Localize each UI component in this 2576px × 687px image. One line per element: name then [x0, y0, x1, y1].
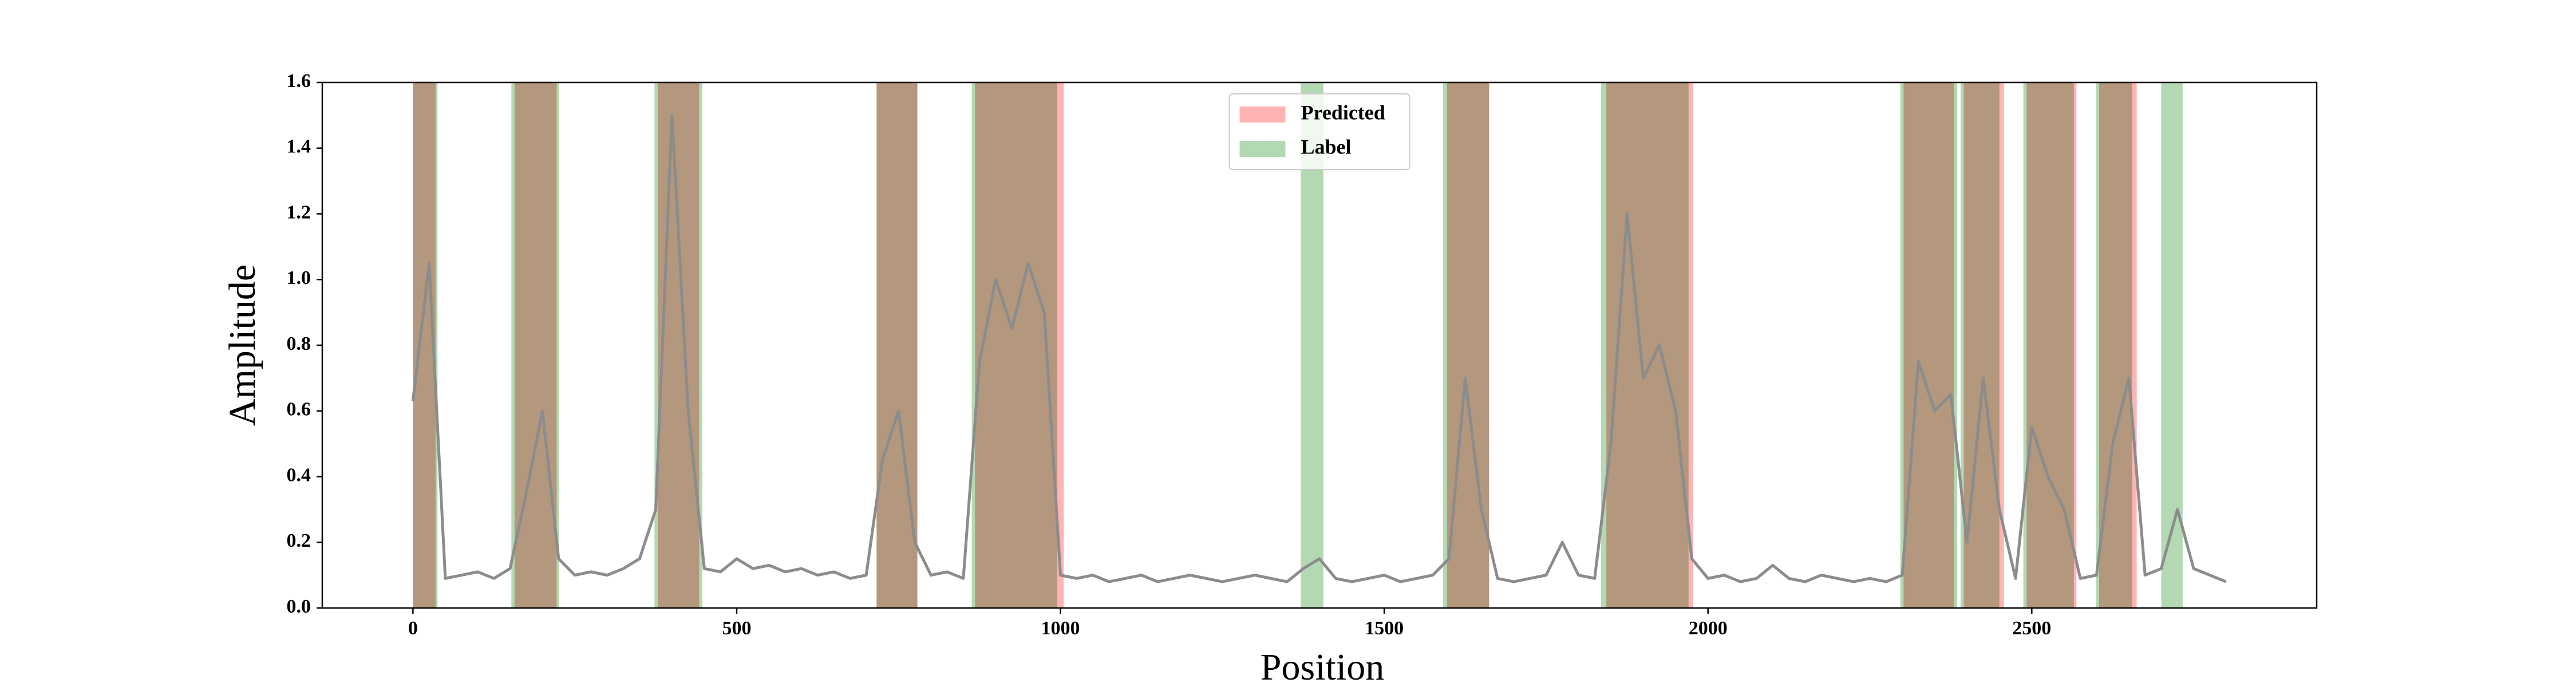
- y-tick-label: 0.0: [287, 596, 311, 617]
- y-tick-label: 1.2: [287, 202, 311, 223]
- x-tick-label: 0: [408, 618, 418, 639]
- legend-swatch: [1239, 106, 1286, 123]
- x-tick-label: 2500: [2012, 618, 2051, 639]
- legend-label: Label: [1301, 135, 1352, 158]
- signal-line: [411, 113, 2227, 583]
- x-tick-label: 1500: [1365, 618, 1404, 639]
- x-tick-label: 2000: [1689, 618, 1728, 639]
- y-tick-label: 0.6: [287, 399, 311, 420]
- span: [1443, 82, 1490, 608]
- y-tick-label: 0.8: [287, 333, 311, 354]
- y-tick-label: 0.4: [287, 464, 311, 485]
- span: [971, 82, 1057, 608]
- span: [1960, 82, 2000, 608]
- x-tick-label: 1000: [1041, 618, 1080, 639]
- spans: [413, 82, 2183, 608]
- span: [1900, 82, 1958, 608]
- span: [876, 82, 918, 608]
- legend-swatch: [1239, 141, 1286, 157]
- y-tick-label: 1.0: [287, 267, 311, 289]
- span: [1601, 82, 1689, 608]
- y-axis-label: Amplitude: [222, 264, 263, 426]
- y-tick-label: 1.6: [287, 70, 311, 92]
- span: [2023, 82, 2074, 608]
- x-axis-label: Position: [1261, 646, 1384, 687]
- y-tick-label: 1.4: [287, 136, 311, 157]
- legend-label: Predicted: [1301, 101, 1385, 124]
- y-tick-label: 0.2: [287, 530, 311, 551]
- x-tick-label: 500: [722, 618, 751, 639]
